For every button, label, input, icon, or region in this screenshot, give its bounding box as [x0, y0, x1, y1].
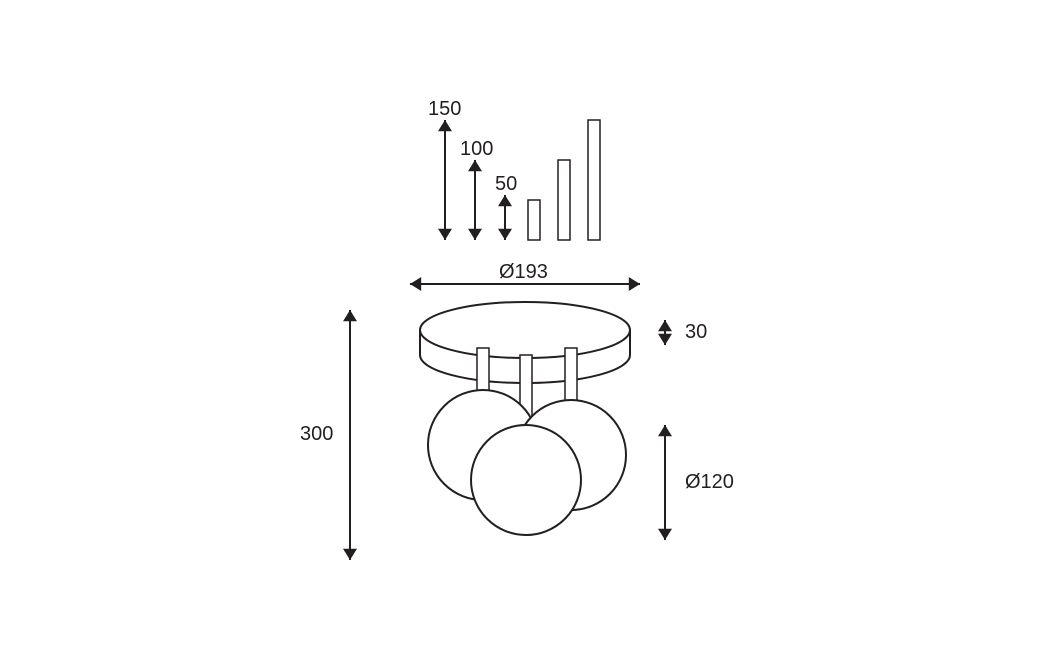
pendant-stem — [477, 348, 489, 393]
dimension-label: 300 — [300, 423, 333, 445]
dimension-label: 50 — [495, 173, 517, 195]
dimension-label: Ø120 — [685, 471, 734, 493]
dimension-label: 30 — [685, 321, 707, 343]
globe — [471, 425, 581, 535]
rod — [528, 200, 540, 240]
dimension-label: 100 — [460, 138, 493, 160]
dimension-label: Ø193 — [499, 261, 548, 283]
dimension-label: 150 — [428, 98, 461, 120]
rod — [558, 160, 570, 240]
ceiling-plate — [420, 302, 630, 358]
pendant-stem — [565, 348, 577, 403]
rod — [588, 120, 600, 240]
